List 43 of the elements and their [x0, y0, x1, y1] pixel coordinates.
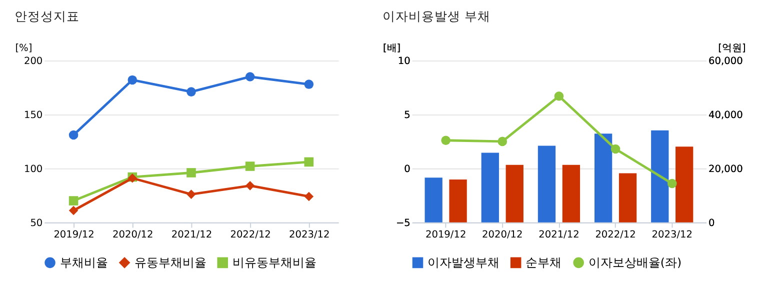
- bar: [424, 178, 442, 222]
- bar: [506, 164, 524, 222]
- y-axis-title: [배]: [382, 43, 401, 54]
- y2-tick-label: 0: [708, 218, 715, 229]
- x-tick-label: 2022/12: [230, 230, 271, 241]
- bar: [562, 164, 580, 222]
- legend-label: 이자보상배율(좌): [588, 256, 682, 270]
- x-tick-label: 2020/12: [112, 230, 154, 241]
- y2-tick-label: 60,000: [708, 56, 743, 67]
- x-tick-label: 2019/12: [425, 230, 466, 241]
- legend-label: 비유동부채비율: [232, 256, 316, 270]
- y-tick-label: 50: [30, 218, 43, 229]
- y-axis-title: [%]: [15, 43, 32, 54]
- bar: [481, 152, 499, 222]
- bar: [538, 146, 556, 222]
- bar: [594, 134, 612, 222]
- bar: [618, 173, 637, 222]
- x-tick-label: 2020/12: [482, 230, 523, 241]
- bar: [676, 146, 694, 222]
- x-tick-label: 2023/12: [289, 230, 330, 241]
- y-tick-label: 0: [404, 164, 410, 175]
- legend-label: 이자발생부채: [428, 256, 500, 270]
- y-tick-label: 5: [404, 110, 410, 121]
- y-tick-label: −5: [396, 218, 410, 229]
- y-tick-label: 100: [24, 164, 43, 175]
- y-tick-label: 150: [24, 110, 43, 121]
- x-tick-label: 2021/12: [538, 230, 580, 241]
- x-tick-label: 2021/12: [171, 230, 212, 241]
- bar: [449, 179, 467, 222]
- bar: [651, 130, 669, 222]
- chart-title: 안정성지표: [14, 9, 80, 24]
- y2-tick-label: 20,000: [708, 164, 743, 175]
- y-tick-label: 10: [398, 56, 410, 67]
- y2-axis-title: [억원]: [718, 43, 746, 54]
- y-tick-label: 200: [24, 56, 43, 67]
- x-tick-label: 2023/12: [652, 230, 692, 241]
- y2-tick-label: 40,000: [708, 110, 743, 121]
- legend-label: 순부채: [526, 256, 562, 270]
- legend-label: 유동부채비율: [134, 256, 206, 270]
- legend-label: 부채비율: [60, 256, 108, 270]
- x-tick-label: 2022/12: [595, 230, 636, 241]
- x-tick-label: 2019/12: [54, 230, 94, 241]
- chart-title: 이자비용발생 부채: [382, 9, 491, 24]
